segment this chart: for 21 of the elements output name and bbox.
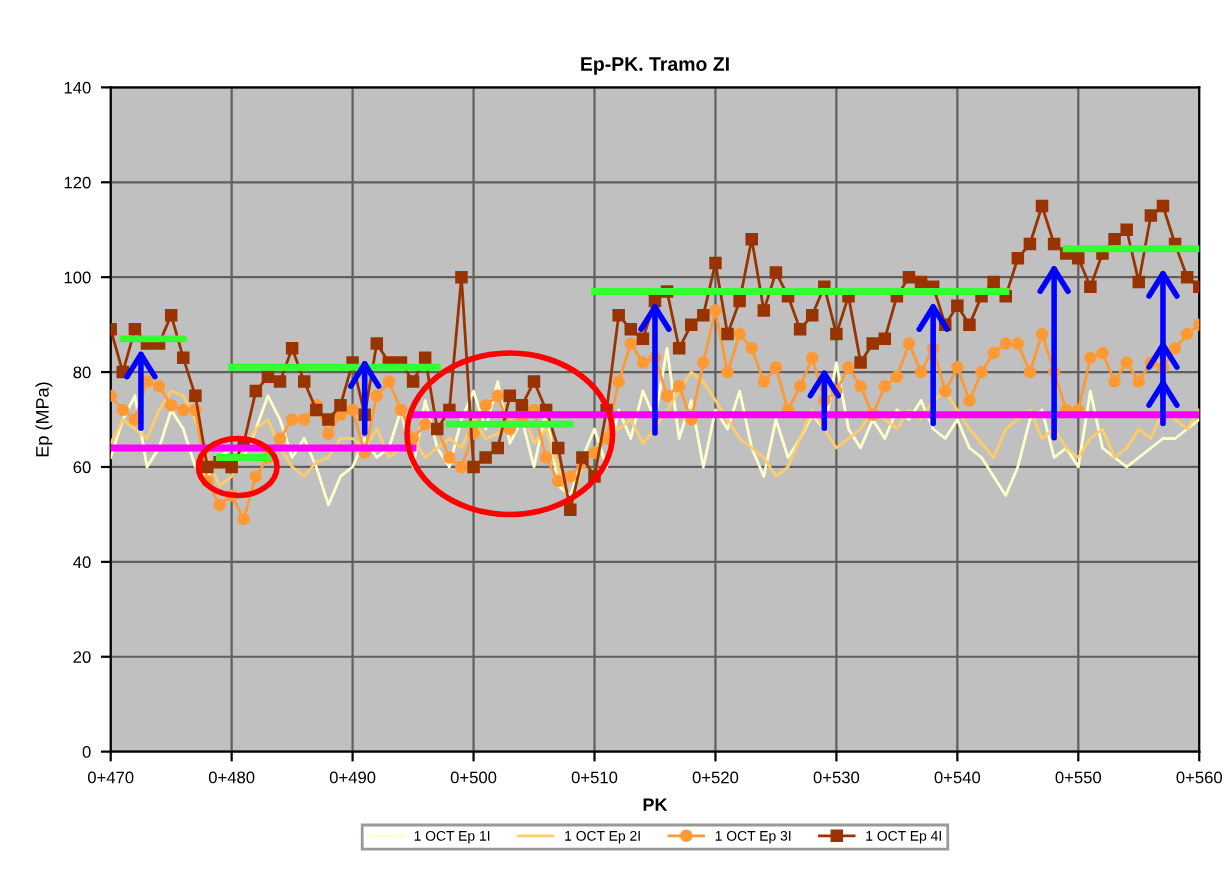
x-tick-label: 0+510 <box>571 771 618 784</box>
x-tick-label: 0+550 <box>1055 771 1102 784</box>
x-tick-label: 0+520 <box>692 771 739 784</box>
y-tick-label: 100 <box>64 271 91 284</box>
y-tick-label: 60 <box>73 461 91 474</box>
y-tick-label: 20 <box>73 651 91 663</box>
x-tick-label: 0+540 <box>934 771 981 784</box>
x-tick-label: 0+480 <box>208 771 255 784</box>
x-tick-label: 0+500 <box>450 771 497 784</box>
y-tick-label: 140 <box>64 81 91 94</box>
y-tick-label: 40 <box>73 556 91 569</box>
y-tick-label: 0 <box>82 746 91 758</box>
x-axis-title: PK <box>643 798 668 811</box>
chart-title: Ep-PK. Tramo ZI <box>581 57 729 75</box>
y-tick-label: 120 <box>64 176 91 189</box>
x-tick-label: 0+490 <box>329 771 376 784</box>
x-tick-label: 0+530 <box>813 771 860 784</box>
y-axis-title: Ep (MPa) <box>35 382 53 457</box>
y-tick-label: 80 <box>73 366 91 379</box>
x-tick-label: 0+560 <box>1176 771 1222 784</box>
x-tick-label: 0+470 <box>87 771 134 784</box>
